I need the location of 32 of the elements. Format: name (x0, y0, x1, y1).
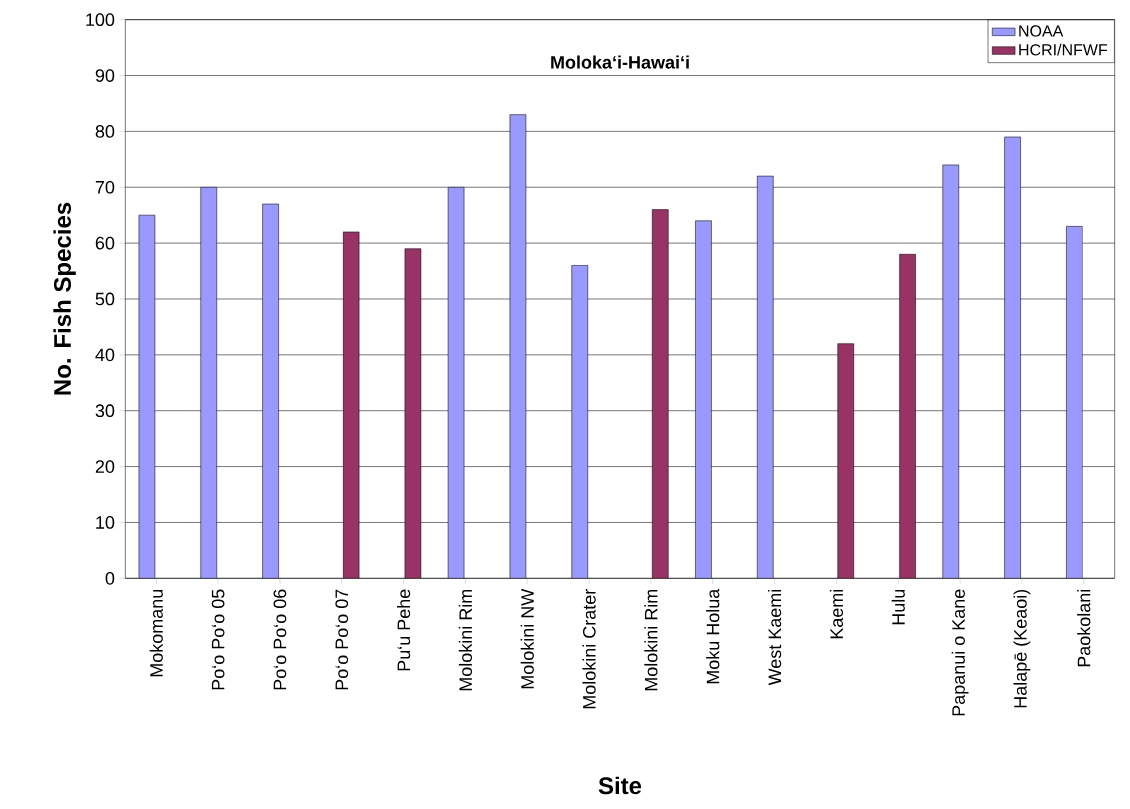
x-axis-title: Site (598, 776, 642, 795)
y-tick-label: 100 (86, 13, 115, 27)
y-tick-label: 60 (95, 236, 115, 250)
y-tick-label: 80 (95, 125, 115, 138)
y-tick-label: 90 (95, 69, 115, 82)
y-tick-label: 20 (95, 460, 115, 473)
y-tick-label: 0 (105, 571, 115, 585)
y-tick-label: 70 (95, 180, 115, 194)
x-tick-label: Molokini Rim (458, 589, 473, 691)
y-axis-title: No. Fish Species (53, 202, 76, 395)
x-tick-label: Papanui o Kane (951, 589, 969, 716)
y-tick-label: 40 (95, 348, 115, 362)
x-tick-label: Paokolani (1077, 589, 1091, 667)
legend-label: NOAA (1019, 25, 1064, 37)
text: Moloka‘i-Hawai‘i (551, 55, 689, 69)
x-tick-label: Po‘o Po‘o 07 (335, 589, 349, 690)
x-tick-label: Pu‘u Pehe (396, 589, 411, 671)
x-tick-label: Halapē (Keaoi) (1013, 589, 1031, 708)
y-tick-label: 30 (95, 404, 115, 418)
x-tick-label: Moku Holua (706, 588, 720, 684)
y-tick-label: 50 (95, 292, 115, 306)
x-tick-label: Po‘o Po‘o 06 (273, 589, 287, 690)
y-tick-label: 10 (96, 516, 115, 529)
x-tick-label: Molokini Crater (582, 589, 596, 709)
x-tick-label: Hulu (891, 589, 905, 625)
x-tick-label: Molokini NW (520, 588, 534, 689)
x-tick-label: West Kaemi (767, 589, 782, 686)
x-tick-label: Po‘o Po‘o 05 (211, 589, 225, 690)
x-tick-label: Kaemi (829, 589, 844, 639)
legend-label: HCRI/NFWF (1019, 43, 1108, 56)
x-tick-label: Mokomanu (149, 589, 163, 677)
x-tick-label: Molokini Rim (644, 589, 658, 691)
